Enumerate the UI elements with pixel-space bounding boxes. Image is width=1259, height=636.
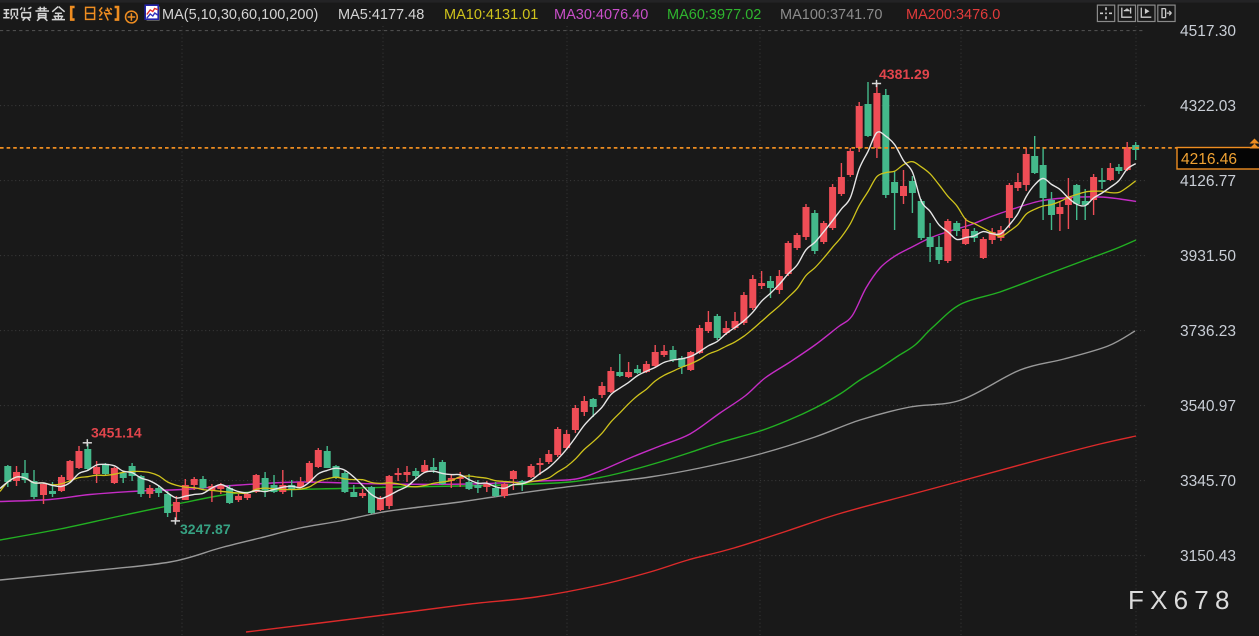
svg-text:4322.03: 4322.03 — [1180, 98, 1236, 115]
svg-text:3345.70: 3345.70 — [1180, 473, 1236, 490]
svg-text:MA100:3741.70: MA100:3741.70 — [780, 7, 882, 23]
svg-text:MA30:4076.40: MA30:4076.40 — [554, 7, 648, 23]
svg-text:MA60:3977.02: MA60:3977.02 — [667, 7, 761, 23]
svg-text:4381.29: 4381.29 — [879, 66, 930, 82]
svg-text:3931.50: 3931.50 — [1180, 248, 1236, 265]
svg-text:4517.30: 4517.30 — [1180, 23, 1236, 40]
svg-text:FX678: FX678 — [1128, 585, 1236, 615]
svg-text:MA200:3476.0: MA200:3476.0 — [906, 7, 1000, 23]
svg-text:MA10:4131.01: MA10:4131.01 — [444, 7, 538, 23]
svg-text:3150.43: 3150.43 — [1180, 548, 1236, 565]
svg-text:MA5:4177.48: MA5:4177.48 — [338, 7, 424, 23]
svg-text:3247.87: 3247.87 — [180, 521, 231, 537]
svg-text:MA(5,10,30,60,100,200): MA(5,10,30,60,100,200) — [162, 7, 318, 23]
svg-text:3451.14: 3451.14 — [91, 425, 142, 441]
svg-text:3736.23: 3736.23 — [1180, 323, 1236, 340]
svg-text:4216.46: 4216.46 — [1181, 151, 1237, 168]
svg-text:3540.97: 3540.97 — [1180, 398, 1236, 415]
svg-text:4126.77: 4126.77 — [1180, 173, 1236, 190]
